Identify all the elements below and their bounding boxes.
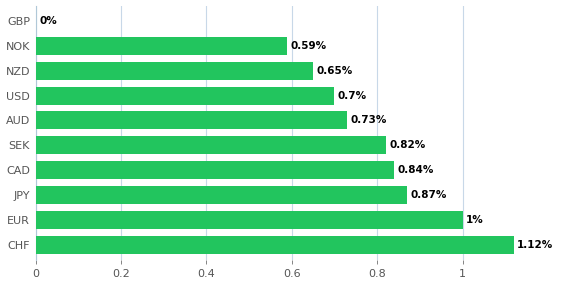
Bar [35, 137, 386, 154]
Text: 1%: 1% [466, 215, 484, 225]
Bar [35, 162, 394, 180]
Text: 0.65%: 0.65% [316, 66, 353, 76]
Bar [35, 211, 463, 229]
Bar [35, 87, 334, 105]
Text: 0.59%: 0.59% [291, 40, 327, 50]
Text: 0.84%: 0.84% [398, 166, 434, 176]
Text: 1.12%: 1.12% [517, 241, 554, 251]
Bar [35, 111, 347, 129]
Bar [35, 36, 288, 54]
Text: 0.87%: 0.87% [410, 190, 447, 200]
Bar [35, 237, 514, 255]
Text: 0.82%: 0.82% [389, 141, 425, 150]
Text: 0.73%: 0.73% [351, 115, 387, 125]
Text: 0.7%: 0.7% [338, 91, 367, 101]
Text: 0%: 0% [39, 16, 57, 26]
Bar [35, 62, 313, 80]
Bar [35, 186, 407, 204]
